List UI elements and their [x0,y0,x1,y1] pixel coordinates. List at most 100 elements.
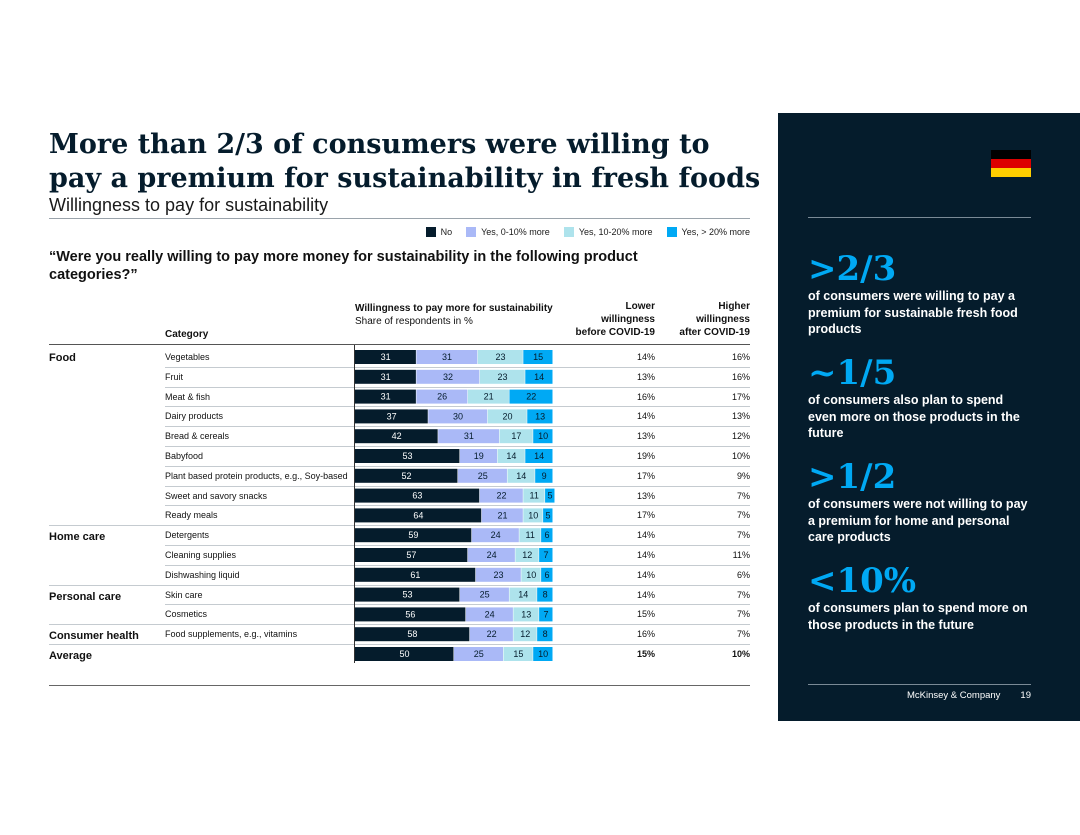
bar-segment [355,468,458,483]
row-divider [165,426,750,428]
row-divider [165,564,750,566]
bar-segment [355,607,466,622]
bar-value-label: 15 [533,352,543,362]
bar-segment [525,449,553,463]
lower-willingness-value: 14% [636,530,655,541]
row-divider [165,604,750,606]
lower-willingness-value: 13% [636,431,655,442]
bar-segment [515,548,539,562]
legend-swatch [466,227,477,237]
bar-value-label: 10 [528,510,538,520]
bar-value-label: 23 [496,352,506,362]
company-name: McKinsey & Company [906,690,1001,701]
bar-segment [523,350,553,364]
bar-segment [467,548,515,562]
row-label: Ready meals [165,510,218,521]
bar-segment [541,528,553,543]
bar-segment [355,647,454,661]
bar-value-label: 10 [538,649,548,659]
bar-segment [509,587,537,602]
wtp-header-unit: Share of respondents in % [355,316,473,327]
higher-willingness-value: 7% [736,490,750,501]
group-personal-care: Personal care [49,591,122,603]
bar-value-label: 24 [491,530,501,540]
row-divider [165,366,750,368]
higher-header-line: after COVID-19 [679,327,750,338]
row-divider [165,485,750,487]
higher-willingness-value: 6% [736,569,750,580]
higher-willingness-value: 7% [736,589,750,600]
bar-value-label: 52 [401,471,411,481]
stat-3-text: of consumers were not willing to pay a p… [808,497,1028,544]
higher-header-line: willingness [696,314,750,325]
bar-value-label: 14 [534,372,544,382]
bar-segment [355,429,438,444]
bar-segment [481,508,523,523]
group-divider [49,644,750,645]
bar-value-label: 63 [412,491,422,501]
row-label: Plant based protein products, e.g., Soy-… [165,470,348,481]
bar-segment [507,468,535,483]
bar-value-label: 58 [407,629,417,639]
row-label: Cleaning supplies [165,550,237,560]
bar-segment [355,488,480,503]
bar-value-label: 7 [544,609,549,619]
higher-willingness-value: 10% [731,649,750,659]
bar-segment [479,369,525,384]
bar-segment [355,627,470,642]
legend-item-no: No [425,227,452,237]
bar-segment [537,587,553,602]
row-divider [165,386,750,388]
bar-segment [527,409,553,424]
bar-value-label: 14 [518,590,528,600]
higher-willingness-value: 10% [731,451,750,461]
bar-segment [454,647,503,661]
lower-willingness-value: 13% [636,490,655,501]
bar-segment [355,409,428,424]
higher-willingness-value: 9% [736,470,750,481]
lower-header: Lower willingness before COVID-19 [555,300,655,339]
bar-segment [428,409,488,424]
bar-value-label: 31 [464,431,474,441]
bar-value-label: 37 [387,411,397,421]
bar-segment [537,627,553,642]
bar-segment [355,528,472,543]
bar-segment [355,389,416,404]
bar-value-label: 6 [545,570,550,580]
lower-willingness-value: 15% [636,649,655,659]
bar-segment [471,528,519,543]
higher-willingness-value: 16% [731,371,750,382]
row-divider [165,545,750,546]
bar-value-label: 6 [545,530,550,540]
bar-value-label: 31 [381,392,391,402]
bar-segment [355,587,460,602]
bar-segment [503,647,533,661]
lower-willingness-value: 19% [636,451,655,461]
flag-stripe-gold [991,168,1031,177]
bar-segment [355,350,416,364]
lower-willingness-value: 14% [636,569,655,580]
stat-2-value: ~1/5 [808,353,897,393]
bar-value-label: 22 [497,491,507,501]
bar-value-label: 25 [474,649,484,659]
bar-value-label: 14 [506,451,516,461]
bar-segment [513,627,537,642]
lower-willingness-value: 14% [636,352,655,362]
bar-segment [416,350,478,364]
legend-swatch [425,227,436,237]
stat-3-value: >1/2 [808,457,897,497]
higher-willingness-value: 7% [736,530,750,541]
bar-value-label: 19 [474,451,484,461]
germany-flag-icon [991,150,1031,177]
row-label: Sweet and savory snacks [165,490,268,501]
row-divider [165,406,750,408]
bar-value-label: 22 [487,629,497,639]
bar-segment [525,369,553,384]
group-divider [49,584,750,586]
row-divider [165,465,750,467]
stat-2-text: of consumers also plan to spend even mor… [808,393,1020,440]
group-divider [49,624,750,626]
row-label: Food supplements, e.g., vitamins [165,629,298,640]
bar-segment [519,528,541,543]
lower-willingness-value: 17% [636,510,655,521]
